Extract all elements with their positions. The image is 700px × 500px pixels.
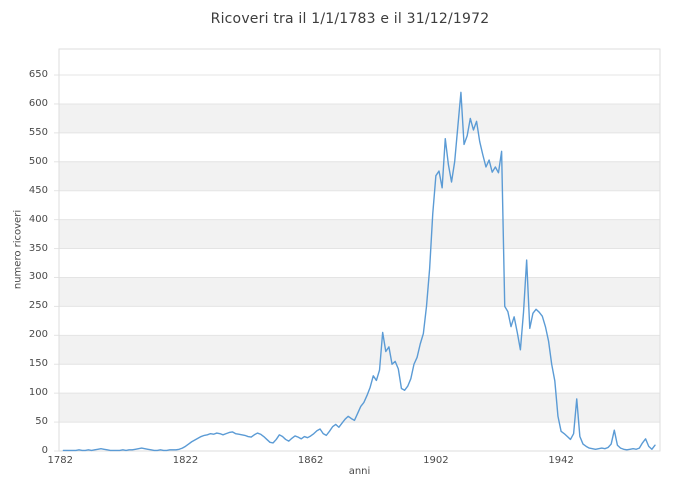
x-tick-label: 1862 <box>297 455 324 466</box>
y-tick-label: 350 <box>28 242 48 254</box>
x-tick-label: 1782 <box>47 455 73 466</box>
y-axis-label: numero ricoveri <box>12 209 24 290</box>
grid-band <box>59 277 660 307</box>
x-tick-label: 1942 <box>548 455 574 466</box>
plot-border <box>58 48 661 452</box>
y-tick-label: 450 <box>28 184 48 196</box>
x-tick-label: 1902 <box>423 455 449 466</box>
y-tick-label: 200 <box>28 329 48 341</box>
grid-band <box>59 161 660 191</box>
y-tick-label: 100 <box>28 387 48 399</box>
grid-band <box>59 103 660 133</box>
x-tick-label: 1822 <box>172 455 199 466</box>
y-tick-label: 50 <box>35 416 48 428</box>
y-tick-label: 550 <box>28 126 48 138</box>
y-tick-label: 0 <box>41 445 48 456</box>
series-line <box>62 91 656 452</box>
y-tick-label: 250 <box>28 300 48 312</box>
y-tick-label: 500 <box>28 155 48 167</box>
y-tick-label: 150 <box>28 358 48 370</box>
grid-band <box>59 219 660 249</box>
y-tick-label: 650 <box>28 69 48 81</box>
chart-title: Ricoveri tra il 1/1/1783 e il 31/12/1972 <box>210 11 490 27</box>
y-tick-label: 600 <box>28 97 48 109</box>
x-axis-label: anni <box>348 466 371 477</box>
grid-band <box>59 335 660 365</box>
y-tick-label: 400 <box>28 213 48 225</box>
y-tick-label: 300 <box>28 271 48 283</box>
